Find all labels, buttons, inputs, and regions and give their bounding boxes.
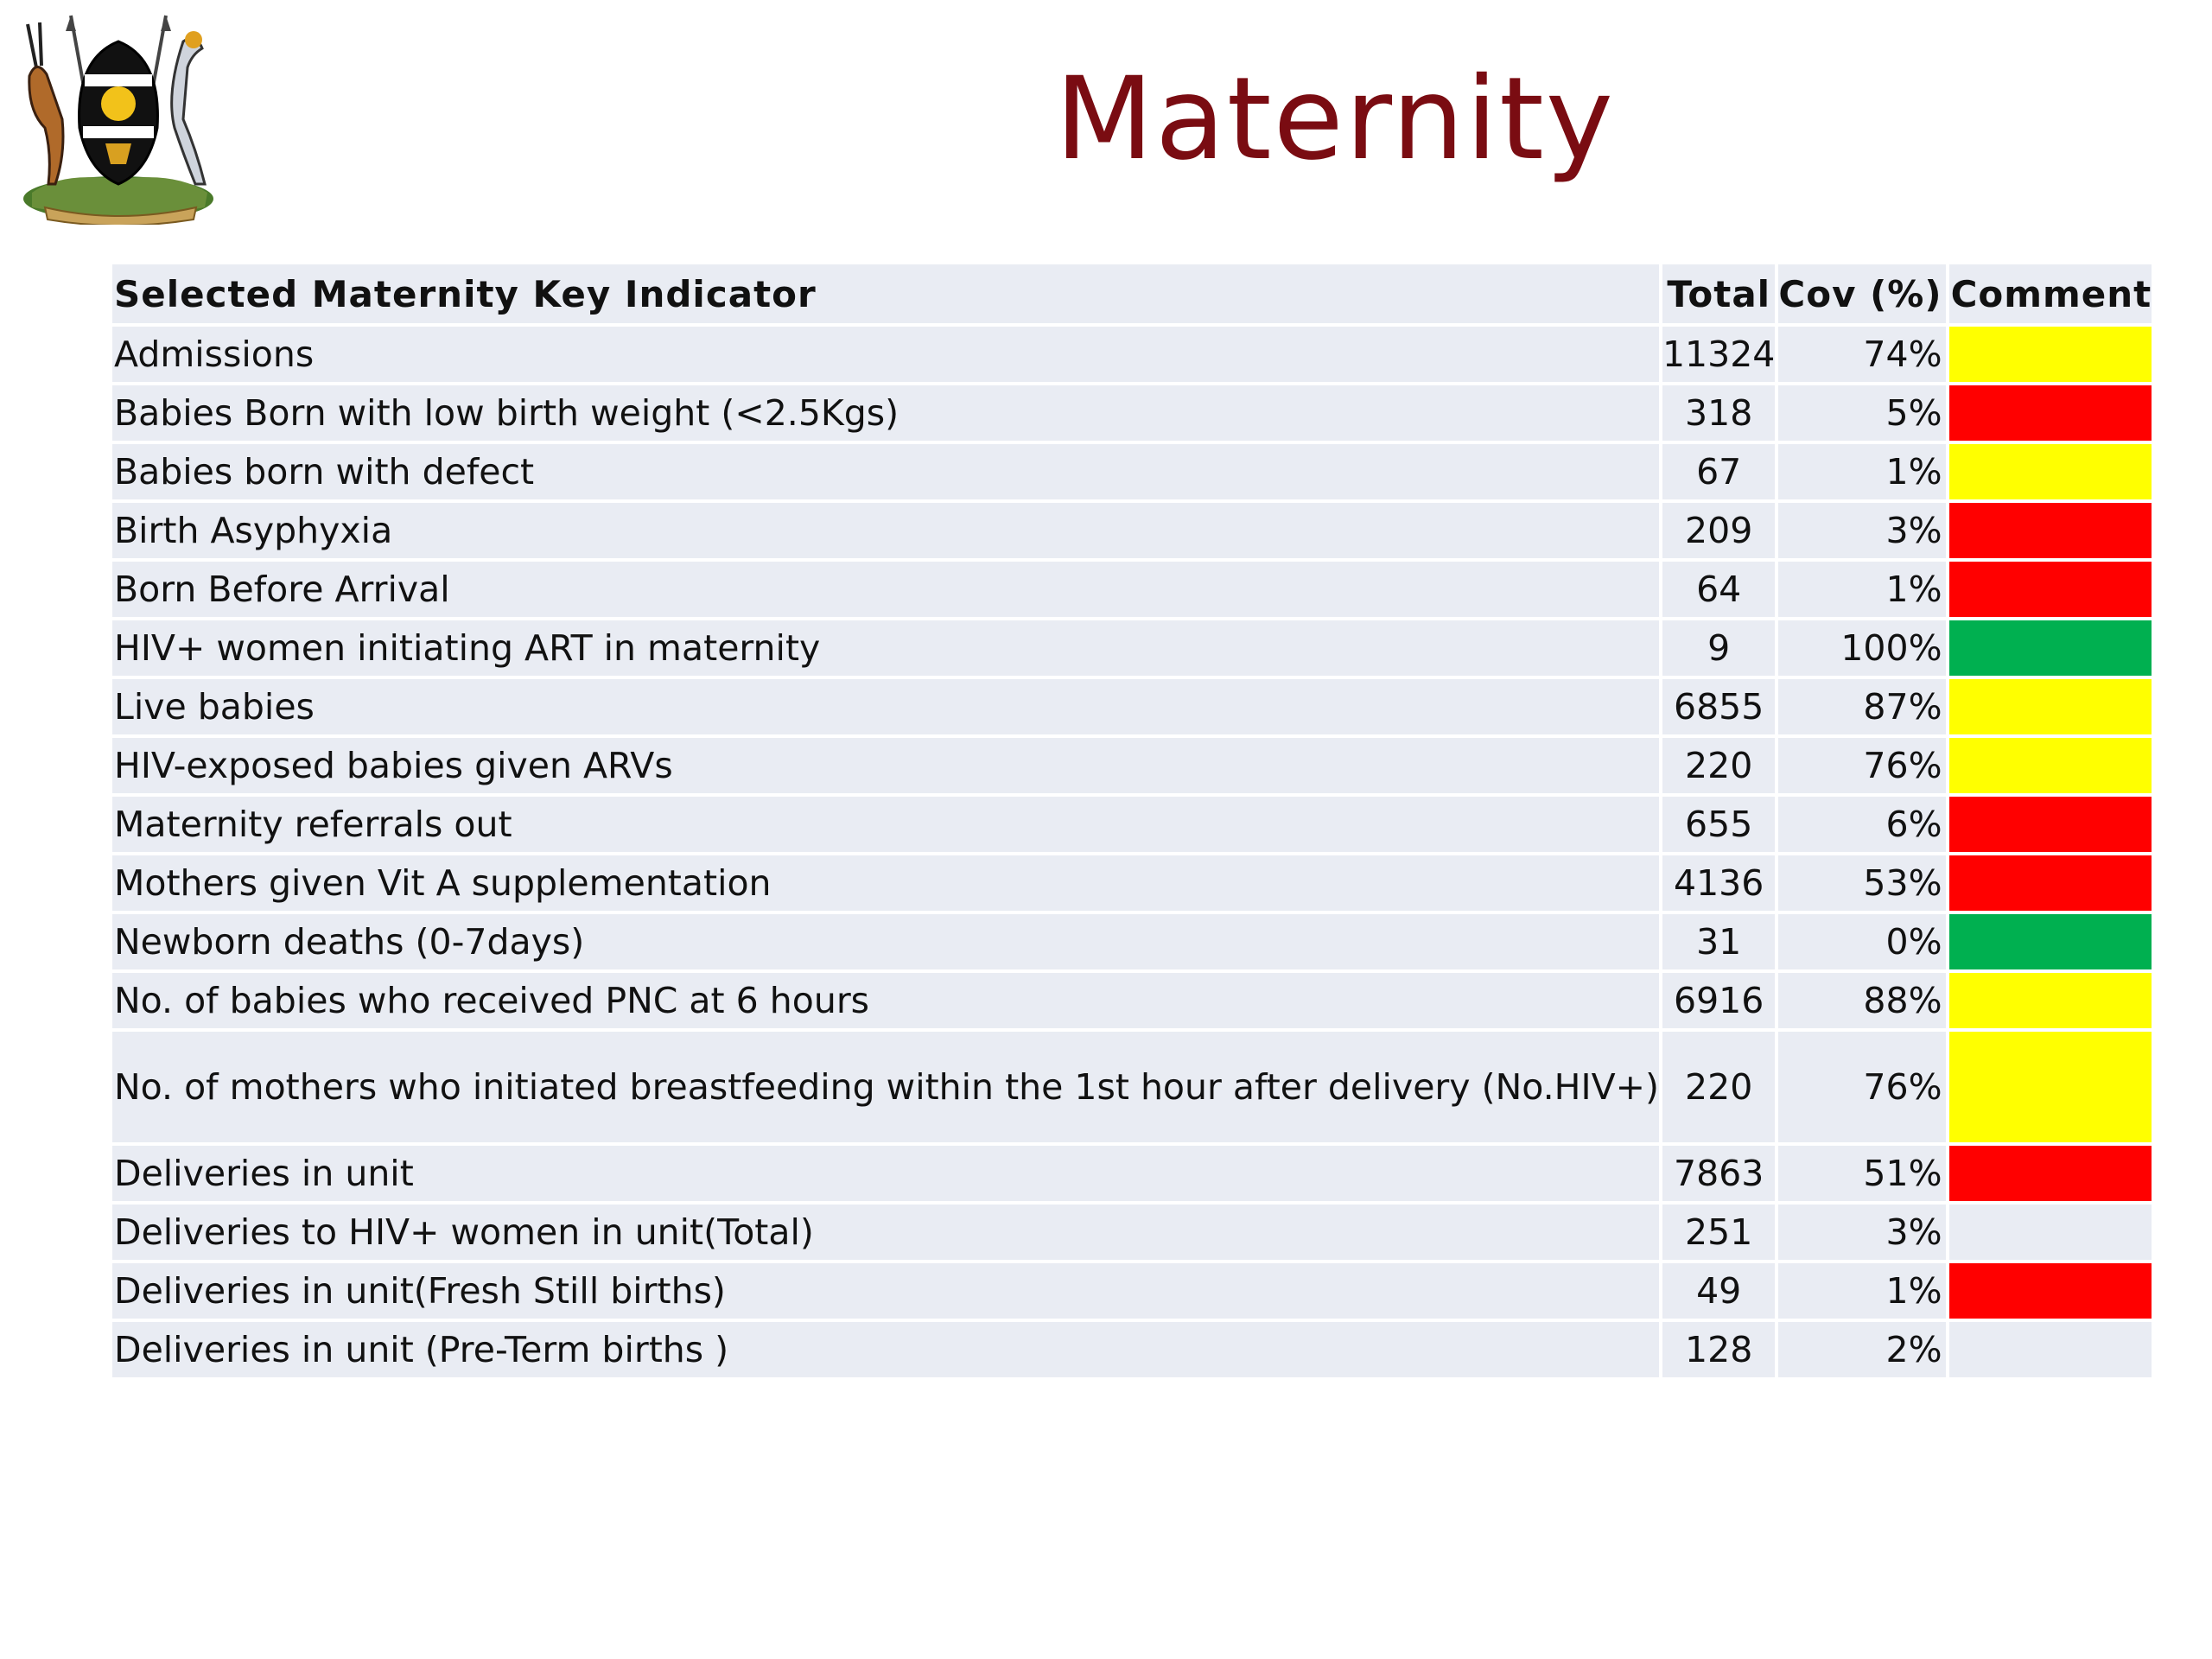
indicator-cell: Newborn deaths (0-7days) (112, 914, 1659, 969)
indicator-cell: Birth Asyphyxia (112, 503, 1659, 558)
table-row: Deliveries in unit 7863 51% (112, 1146, 2152, 1201)
indicator-cell: Mothers given Vit A supplementation (112, 855, 1659, 911)
total-cell: 49 (1662, 1263, 1776, 1319)
coverage-cell: 1% (1778, 562, 1946, 617)
comment-status-cell (1948, 797, 2152, 852)
comment-status-cell (1948, 973, 2152, 1028)
table-row: Deliveries in unit (Pre-Term births ) 128… (112, 1322, 2152, 1377)
total-cell: 67 (1662, 444, 1776, 499)
table-row: Newborn deaths (0-7days) 31 0% (112, 914, 2152, 969)
header-comment: Comment (1948, 264, 2152, 323)
table-row: Mothers given Vit A supplementation 4136 5… (112, 855, 2152, 911)
table-row: Admissions 11324 74% (112, 327, 2152, 382)
total-cell: 64 (1662, 562, 1776, 617)
coverage-cell: 100% (1778, 620, 1946, 676)
header-coverage: Cov (%) (1778, 264, 1946, 323)
comment-status-cell (1948, 327, 2152, 382)
comment-status-cell (1948, 1322, 2152, 1377)
coverage-cell: 76% (1778, 738, 1946, 793)
table-row: HIV+ women initiating ART in maternity 9 1… (112, 620, 2152, 676)
coverage-cell: 0% (1778, 914, 1946, 969)
table-row: Live babies 6855 87% (112, 679, 2152, 734)
comment-status-cell (1948, 1032, 2152, 1142)
total-cell: 220 (1662, 1032, 1776, 1142)
indicator-cell: Deliveries in unit(Fresh Still births) (112, 1263, 1659, 1319)
total-cell: 6916 (1662, 973, 1776, 1028)
total-cell: 9 (1662, 620, 1776, 676)
maternity-indicator-table: Selected Maternity Key Indicator Total C… (109, 261, 2155, 1381)
total-cell: 318 (1662, 385, 1776, 441)
total-cell: 128 (1662, 1322, 1776, 1377)
coverage-cell: 53% (1778, 855, 1946, 911)
indicator-cell: No. of babies who received PNC at 6 hour… (112, 973, 1659, 1028)
coverage-cell: 6% (1778, 797, 1946, 852)
table-row: Maternity referrals out 655 6% (112, 797, 2152, 852)
comment-status-cell (1948, 444, 2152, 499)
table-row: Deliveries to HIV+ women in unit(Total) 2… (112, 1205, 2152, 1260)
comment-status-cell (1948, 738, 2152, 793)
table-row: No. of mothers who initiated breastfeedi… (112, 1032, 2152, 1142)
table-row: No. of babies who received PNC at 6 hour… (112, 973, 2152, 1028)
coverage-cell: 1% (1778, 1263, 1946, 1319)
comment-status-cell (1948, 562, 2152, 617)
indicator-cell: No. of mothers who initiated breastfeedi… (112, 1032, 1659, 1142)
comment-status-cell (1948, 1263, 2152, 1319)
coverage-cell: 3% (1778, 503, 1946, 558)
total-cell: 7863 (1662, 1146, 1776, 1201)
indicator-cell: Maternity referrals out (112, 797, 1659, 852)
total-cell: 31 (1662, 914, 1776, 969)
indicator-cell: HIV+ women initiating ART in maternity (112, 620, 1659, 676)
comment-status-cell (1948, 503, 2152, 558)
indicator-cell: Deliveries in unit (Pre-Term births ) (112, 1322, 1659, 1377)
total-cell: 11324 (1662, 327, 1776, 382)
table-row: HIV-exposed babies given ARVs 220 76% (112, 738, 2152, 793)
coverage-cell: 74% (1778, 327, 1946, 382)
comment-status-cell (1948, 679, 2152, 734)
table-row: Born Before Arrival 64 1% (112, 562, 2152, 617)
indicator-cell: Admissions (112, 327, 1659, 382)
comment-status-cell (1948, 1205, 2152, 1260)
comment-status-cell (1948, 385, 2152, 441)
comment-status-cell (1948, 1146, 2152, 1201)
indicator-cell: Deliveries to HIV+ women in unit(Total) (112, 1205, 1659, 1260)
table-row: Deliveries in unit(Fresh Still births) 49… (112, 1263, 2152, 1319)
total-cell: 209 (1662, 503, 1776, 558)
coverage-cell: 51% (1778, 1146, 1946, 1201)
coverage-cell: 5% (1778, 385, 1946, 441)
total-cell: 251 (1662, 1205, 1776, 1260)
table-row: Birth Asyphyxia 209 3% (112, 503, 2152, 558)
comment-status-cell (1948, 914, 2152, 969)
coverage-cell: 1% (1778, 444, 1946, 499)
total-cell: 655 (1662, 797, 1776, 852)
total-cell: 220 (1662, 738, 1776, 793)
indicator-cell: Babies born with defect (112, 444, 1659, 499)
indicator-cell: HIV-exposed babies given ARVs (112, 738, 1659, 793)
comment-status-cell (1948, 855, 2152, 911)
coverage-cell: 2% (1778, 1322, 1946, 1377)
page-title: Maternity (1055, 53, 1615, 186)
total-cell: 6855 (1662, 679, 1776, 734)
indicator-cell: Babies Born with low birth weight (<2.5K… (112, 385, 1659, 441)
coverage-cell: 76% (1778, 1032, 1946, 1142)
indicator-cell: Live babies (112, 679, 1659, 734)
indicator-cell: Born Before Arrival (112, 562, 1659, 617)
coverage-cell: 88% (1778, 973, 1946, 1028)
uganda-coat-of-arms-icon (23, 15, 213, 225)
table-row: Babies Born with low birth weight (<2.5K… (112, 385, 2152, 441)
header-indicator: Selected Maternity Key Indicator (112, 264, 1659, 323)
coverage-cell: 87% (1778, 679, 1946, 734)
table-row: Babies born with defect 67 1% (112, 444, 2152, 499)
table-header-row: Selected Maternity Key Indicator Total C… (112, 264, 2152, 323)
coverage-cell: 3% (1778, 1205, 1946, 1260)
comment-status-cell (1948, 620, 2152, 676)
header-total: Total (1662, 264, 1776, 323)
indicator-cell: Deliveries in unit (112, 1146, 1659, 1201)
total-cell: 4136 (1662, 855, 1776, 911)
